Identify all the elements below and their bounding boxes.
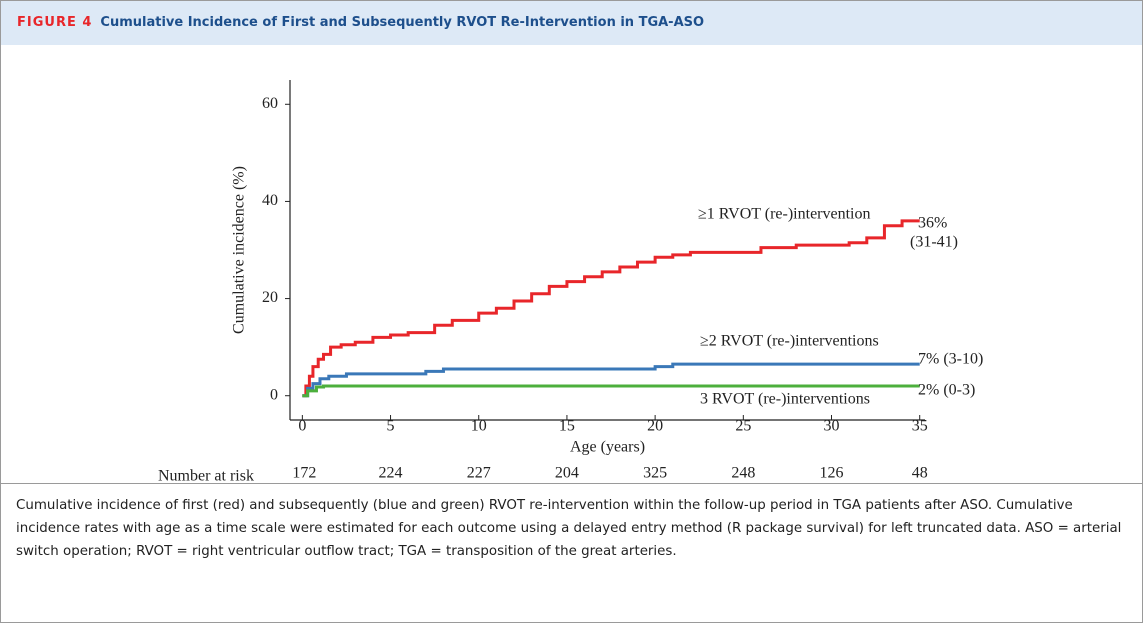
annotation: (31-41)	[910, 234, 958, 251]
y-axis-label: Cumulative incidence (%)	[231, 166, 248, 334]
separator	[1, 483, 1142, 484]
y-tick-label: 0	[270, 386, 278, 403]
chart: 0 20 40 60 0 5 10 15 20 25 30 35 Age (years) Cumulati…	[158, 80, 983, 483]
risk-count: 48	[912, 465, 928, 482]
risk-count: 204	[555, 465, 579, 482]
series-line	[302, 384, 920, 398]
annotation: 36%	[918, 215, 947, 232]
x-tick-label: 35	[912, 418, 928, 435]
y-tick-label: 20	[262, 289, 278, 306]
risk-count: 248	[731, 465, 755, 482]
y-tick-label: 40	[262, 192, 278, 209]
x-tick-label: 5	[387, 418, 395, 435]
figure-header: FIGURE 4 Cumulative Incidence of First an…	[1, 1, 1142, 45]
risk-count: 172	[292, 465, 316, 482]
x-tick-label: 0	[298, 418, 306, 435]
x-axis-label: Age (years)	[570, 439, 645, 456]
risk-count: 325	[643, 465, 667, 482]
series-label: ≥2 RVOT (re-)interventions	[700, 333, 879, 350]
x-tick-label: 10	[471, 418, 487, 435]
risk-count: 126	[820, 465, 844, 482]
risk-label: Number at risk	[158, 468, 254, 483]
figure-label: FIGURE 4	[17, 15, 93, 30]
figure-title: Cumulative Incidence of First and Subseq…	[100, 15, 705, 30]
x-tick-label: 30	[824, 418, 840, 435]
risk-count: 227	[467, 465, 491, 482]
annotation: 7% (3-10)	[918, 351, 983, 368]
series-line	[302, 362, 920, 398]
risk-count: 224	[379, 465, 403, 482]
caption: Cumulative incidence of first (red) and …	[16, 498, 1122, 559]
x-tick-label: 15	[559, 418, 575, 435]
series-label: ≥1 RVOT (re-)intervention	[698, 206, 871, 223]
series-line	[302, 219, 920, 398]
annotation: 2% (0-3)	[918, 382, 975, 399]
x-tick-label: 20	[647, 418, 663, 435]
x-tick-label: 25	[735, 418, 751, 435]
y-tick-label: 60	[262, 95, 278, 112]
series-label: 3 RVOT (re-)interventions	[700, 391, 870, 408]
